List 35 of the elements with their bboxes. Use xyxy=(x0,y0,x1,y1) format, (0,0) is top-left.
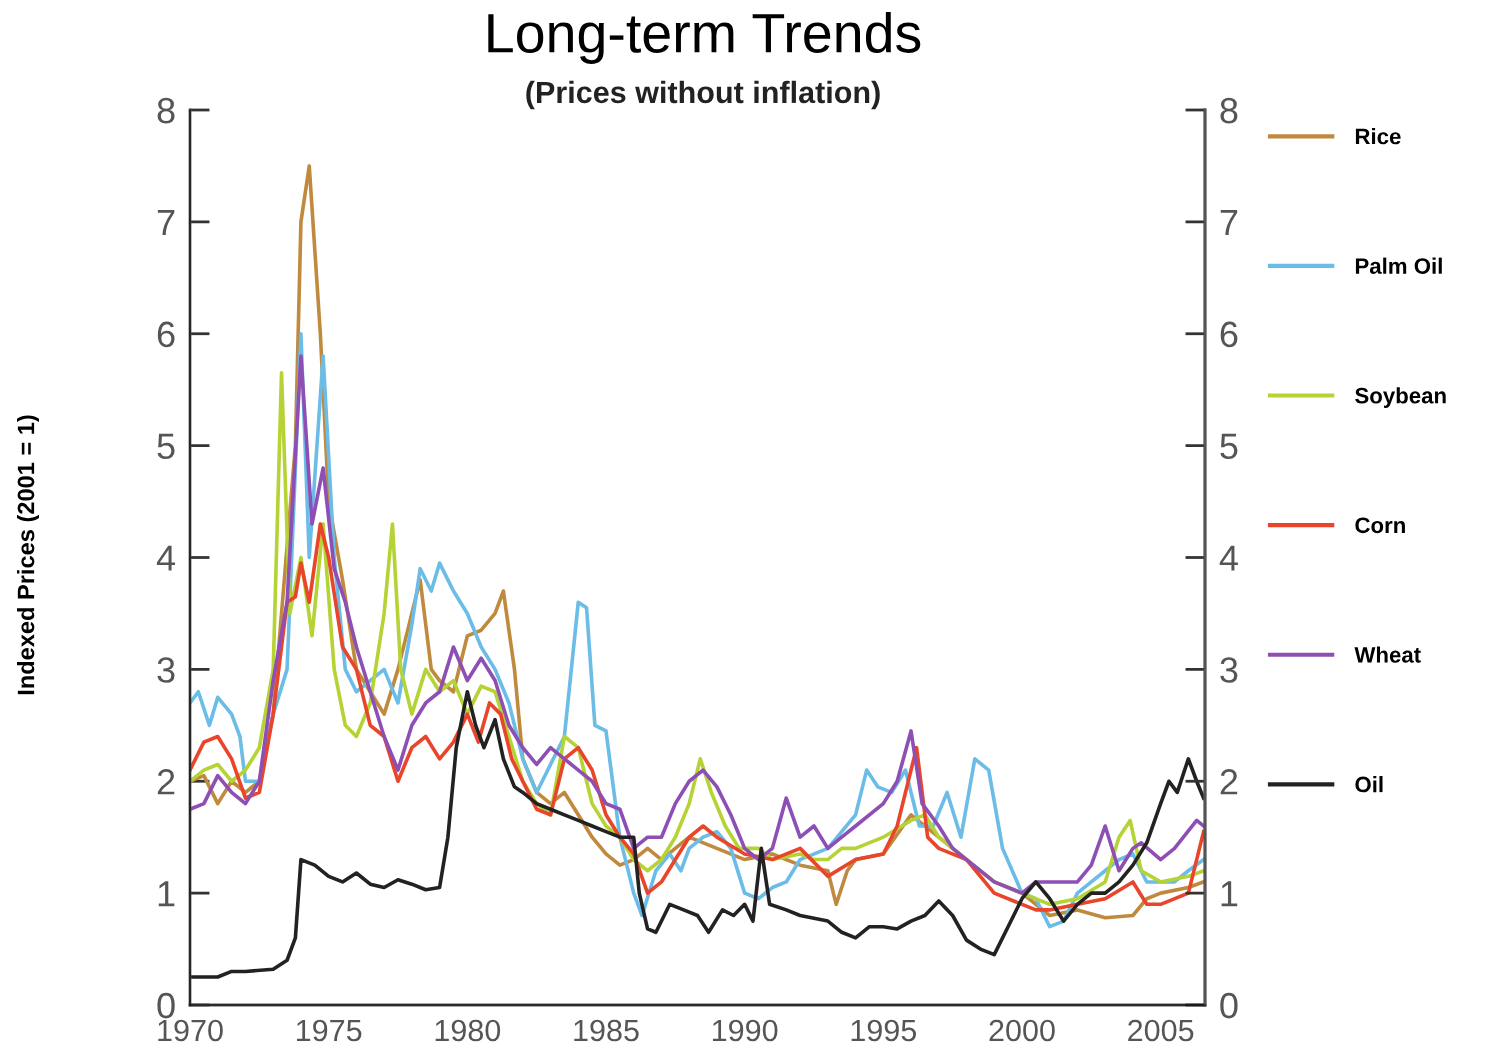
y2-tick-label: 5 xyxy=(1220,433,1238,460)
y-tick-label: 2 xyxy=(157,769,175,795)
y-tick-label: 6 xyxy=(157,321,175,348)
x-tick-label: 1990 xyxy=(712,1019,778,1042)
y-tick-label: 8 xyxy=(157,97,175,124)
legend-label: Palm Oil xyxy=(1355,257,1442,274)
y2-tick-label: 2 xyxy=(1220,769,1238,795)
y2-tick-label: 6 xyxy=(1220,321,1238,348)
y2-tick-label: 1 xyxy=(1221,881,1238,907)
y-tick-label: 3 xyxy=(157,657,175,683)
x-tick-label: 2005 xyxy=(1128,1019,1194,1042)
x-tick-label: 1995 xyxy=(851,1019,917,1042)
legend-label: Corn xyxy=(1355,517,1405,534)
y-tick-label: 0 xyxy=(157,992,175,1019)
x-tick-label: 1975 xyxy=(297,1019,362,1042)
chart-title: Long-term Trends xyxy=(488,12,921,64)
y-axis-title: Indexed Prices (2001 = 1) xyxy=(17,415,39,695)
y2-tick-label: 7 xyxy=(1220,210,1238,235)
y2-tick-label: 4 xyxy=(1219,545,1238,571)
x-tick-label: 2000 xyxy=(989,1019,1055,1042)
y2-tick-label: 3 xyxy=(1220,657,1238,683)
chart-subtitle: (Prices without inflation) xyxy=(526,80,880,110)
y2-tick-label: 0 xyxy=(1220,992,1238,1019)
y-tick-label: 7 xyxy=(157,210,175,235)
y-tick-label: 4 xyxy=(156,545,176,571)
legend-label: Wheat xyxy=(1354,646,1421,663)
x-tick-label: 1980 xyxy=(435,1019,501,1042)
legend-label: Soybean xyxy=(1355,387,1446,408)
x-tick-label: 1985 xyxy=(574,1019,639,1042)
legend-label: Oil xyxy=(1355,776,1383,793)
legend-label: Rice xyxy=(1355,128,1401,145)
x-tick-label: 1970 xyxy=(158,1019,223,1042)
y-tick-label: 5 xyxy=(157,433,175,460)
y-tick-label: 1 xyxy=(158,881,175,907)
y2-tick-label: 8 xyxy=(1220,97,1238,124)
